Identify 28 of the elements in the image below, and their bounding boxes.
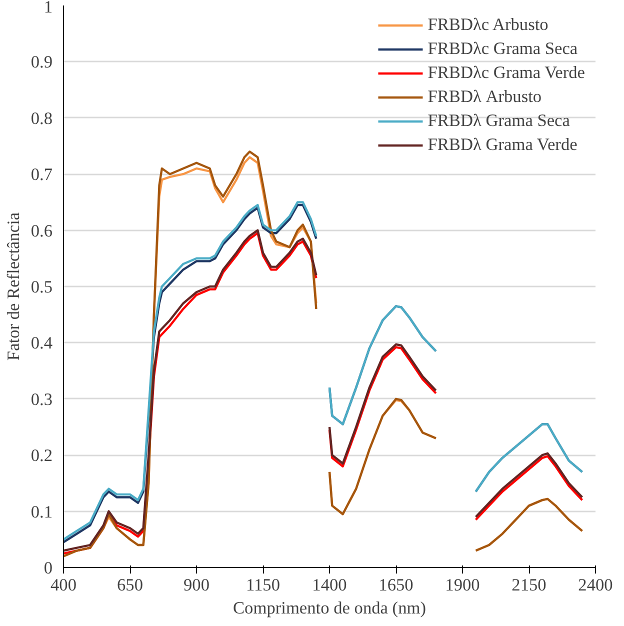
y-tick-label: 0 [44, 558, 53, 578]
x-tick-label: 1900 [445, 576, 480, 594]
x-tick-label: 400 [50, 576, 77, 594]
legend-label: FRBDλ Grama Seca [428, 111, 570, 131]
x-tick-label: 2150 [512, 576, 546, 594]
y-tick-label: 0.8 [30, 108, 53, 128]
y-tick-label: 0.5 [30, 278, 53, 296]
x-tick-label: 1400 [312, 576, 347, 594]
y-tick-label: 0.3 [30, 390, 53, 409]
legend-label: FRBDλc Grama Verde [428, 63, 585, 83]
y-tick-label: 0.4 [30, 334, 53, 353]
y-tick-label: 0.9 [30, 52, 53, 72]
y-tick-label: 0.7 [30, 165, 53, 184]
legend-label: FRBDλc Arbusto [428, 15, 548, 35]
legend-label: FRBDλ Grama Verde [428, 135, 578, 155]
y-axis-title: Fator de Reflectância [4, 212, 23, 361]
legend-label: FRBDλ Arbusto [428, 87, 542, 107]
y-tick-label: 0.1 [30, 502, 53, 522]
x-tick-label: 900 [184, 576, 210, 594]
x-tick-label: 1650 [378, 576, 414, 594]
y-tick-label: 1 [44, 0, 53, 16]
y-tick-label: 0.6 [30, 221, 53, 240]
x-tick-label: 2400 [578, 576, 613, 594]
x-tick-label: 650 [117, 576, 144, 594]
legend-label: FRBDλc Grama Seca [428, 39, 578, 59]
x-tick-label: 1150 [246, 576, 280, 594]
y-tick-label: 0.2 [30, 446, 53, 466]
x-axis-title: Comprimento de onda (nm) [233, 598, 426, 618]
